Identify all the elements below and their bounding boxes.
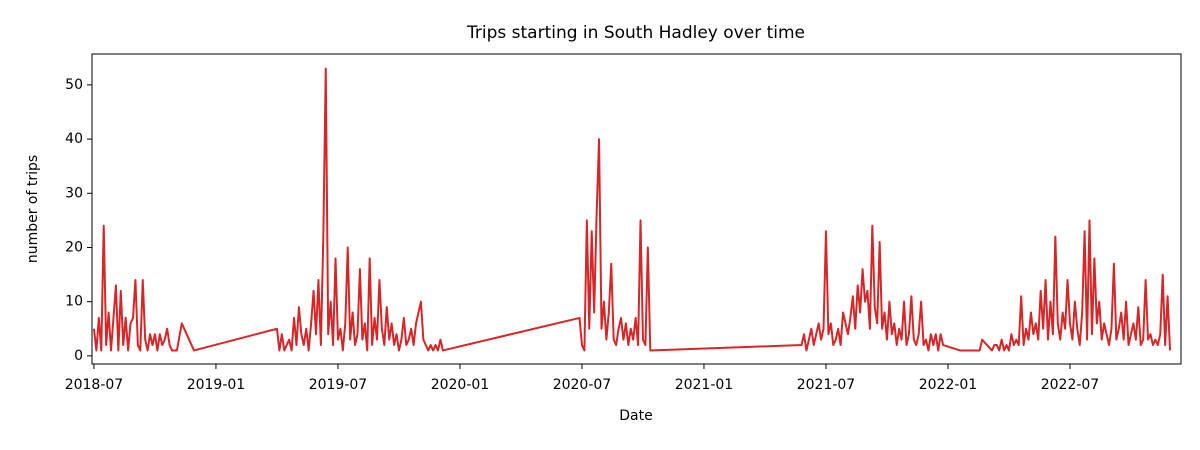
x-tick-label: 2020-01 [431, 377, 490, 393]
x-tick-label: 2021-01 [675, 377, 734, 393]
data-line [92, 67, 1172, 352]
x-tick-label: 2022-07 [1041, 377, 1100, 393]
x-tick-label: 2018-07 [65, 377, 124, 393]
x-axis-label: Date [619, 408, 652, 424]
x-tick-label: 2022-01 [919, 377, 978, 393]
x-tick-label: 2021-07 [797, 377, 856, 393]
y-tick-label: 50 [65, 77, 83, 93]
x-tick-label: 2019-07 [309, 377, 368, 393]
y-tick-label: 10 [65, 294, 83, 310]
x-tick-label: 2019-01 [187, 377, 246, 393]
y-tick-label: 20 [65, 239, 83, 255]
plot-frame [91, 53, 1182, 365]
y-tick-label: 40 [65, 131, 83, 147]
y-tick-label: 0 [74, 348, 83, 364]
chart-title: Trips starting in South Hadley over time [466, 23, 805, 43]
y-axis-label: number of trips [25, 155, 41, 263]
y-tick-label: 30 [65, 185, 83, 201]
x-tick-label: 2020-07 [553, 377, 612, 393]
